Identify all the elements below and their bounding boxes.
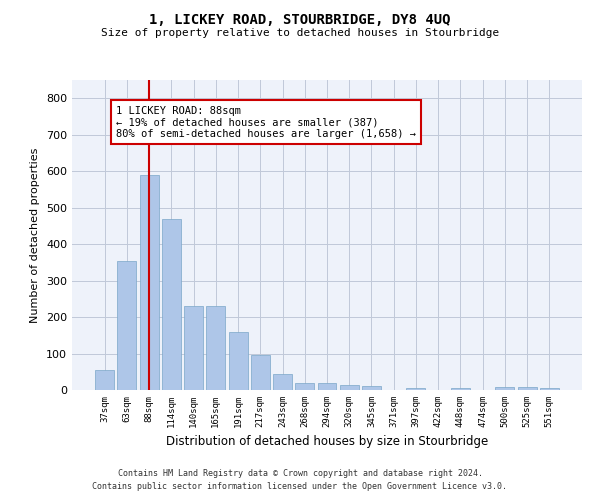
Bar [295,384,314,390]
Bar [496,387,514,390]
Bar [406,388,425,390]
Bar [317,384,337,390]
Bar [140,175,158,390]
Text: Contains public sector information licensed under the Open Government Licence v3: Contains public sector information licen… [92,482,508,491]
Bar [162,218,181,390]
Text: 1, LICKEY ROAD, STOURBRIDGE, DY8 4UQ: 1, LICKEY ROAD, STOURBRIDGE, DY8 4UQ [149,12,451,26]
Text: 1 LICKEY ROAD: 88sqm
← 19% of detached houses are smaller (387)
80% of semi-deta: 1 LICKEY ROAD: 88sqm ← 19% of detached h… [116,106,416,138]
Bar [518,387,536,390]
Text: Size of property relative to detached houses in Stourbridge: Size of property relative to detached ho… [101,28,499,38]
Bar [340,386,359,390]
X-axis label: Distribution of detached houses by size in Stourbridge: Distribution of detached houses by size … [166,436,488,448]
Bar [95,370,114,390]
Bar [540,388,559,390]
Bar [184,306,203,390]
Bar [206,306,225,390]
Bar [273,374,292,390]
Y-axis label: Number of detached properties: Number of detached properties [31,148,40,322]
Bar [362,386,381,390]
Bar [251,356,270,390]
Bar [118,260,136,390]
Text: Contains HM Land Registry data © Crown copyright and database right 2024.: Contains HM Land Registry data © Crown c… [118,468,482,477]
Bar [229,332,248,390]
Bar [451,388,470,390]
